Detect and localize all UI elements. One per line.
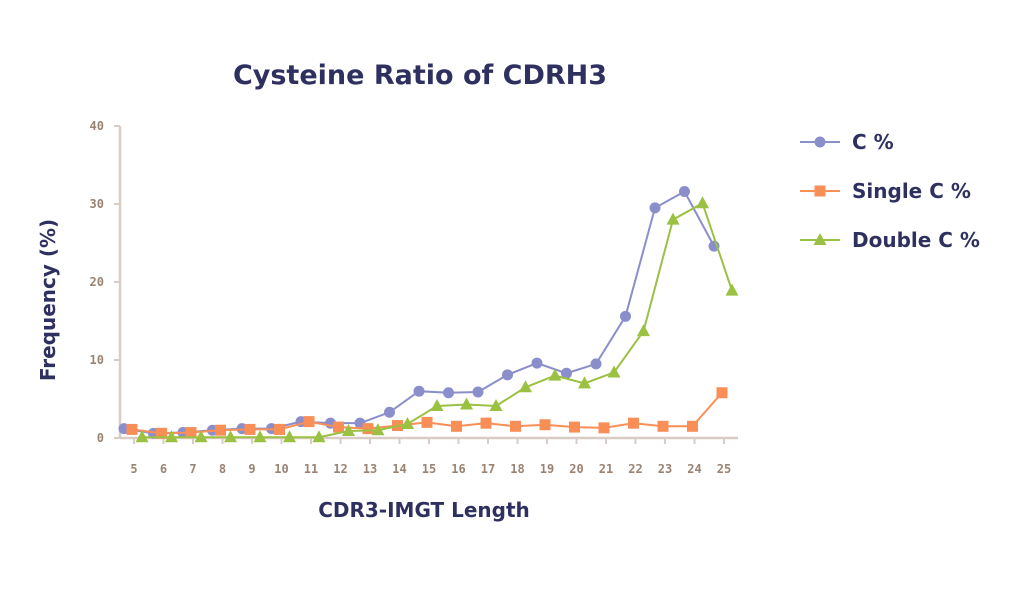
- data-point-triangle: [165, 430, 178, 443]
- legend-label: C %: [852, 130, 894, 154]
- data-point-square: [480, 417, 492, 429]
- data-point-square: [451, 420, 462, 432]
- y-tick-label: 40: [90, 119, 104, 133]
- x-tick-label: 19: [540, 462, 554, 476]
- data-point-square: [510, 420, 521, 432]
- y-tick-label: 20: [90, 275, 104, 289]
- data-point-square: [215, 424, 226, 436]
- data-point-circle: [384, 406, 395, 418]
- data-point-square: [156, 427, 167, 439]
- data-point-triangle: [519, 380, 532, 393]
- x-tick-label: 10: [274, 462, 288, 476]
- x-tick-label: 8: [219, 462, 226, 476]
- chart-title: Cysteine Ratio of CDRH3: [233, 60, 607, 91]
- x-tick-label: 7: [189, 462, 196, 476]
- data-point-square: [126, 423, 138, 435]
- x-tick-label: 23: [658, 462, 672, 476]
- data-point-triangle: [312, 430, 326, 443]
- legend-label: Double C %: [852, 228, 980, 252]
- data-point-circle: [502, 369, 513, 381]
- x-tick-label: 18: [510, 462, 524, 476]
- data-point-circle: [472, 386, 484, 398]
- data-point-triangle: [607, 365, 621, 378]
- x-tick-label: 22: [628, 462, 642, 476]
- data-point-square: [244, 423, 256, 435]
- data-point-circle: [620, 310, 631, 322]
- y-axis-title: Frequency (%): [36, 219, 60, 381]
- legend-item: Double C %: [800, 228, 980, 252]
- x-tick-label: 13: [363, 462, 377, 476]
- data-point-triangle: [135, 430, 149, 443]
- data-point-circle: [413, 385, 425, 397]
- legend-item: Single C %: [800, 179, 971, 203]
- data-point-circle: [590, 358, 602, 370]
- x-tick-label: 5: [130, 462, 137, 476]
- x-tick-label: 6: [160, 462, 167, 476]
- data-point-triangle: [253, 430, 267, 443]
- data-point-triangle: [224, 430, 237, 443]
- data-point-square: [421, 416, 433, 428]
- x-tick-label: 25: [717, 462, 731, 476]
- x-axis-title: CDR3-IMGT Length: [318, 498, 530, 522]
- data-point-square: [598, 422, 610, 434]
- data-point-circle: [561, 367, 572, 379]
- legend-label: Single C %: [852, 179, 971, 203]
- x-tick-label: 21: [599, 462, 613, 476]
- x-tick-label: 12: [333, 462, 347, 476]
- data-point-circle: [531, 357, 543, 369]
- data-point-square: [274, 423, 285, 435]
- data-point-triangle: [666, 212, 680, 225]
- x-tick-label: 20: [569, 462, 583, 476]
- data-point-square: [814, 185, 826, 197]
- x-tick-label: 14: [392, 462, 406, 476]
- x-tick-label: 16: [451, 462, 465, 476]
- x-tick-label: 15: [422, 462, 436, 476]
- data-point-square: [303, 416, 315, 428]
- data-point-circle: [649, 202, 661, 214]
- y-tick-label: 0: [97, 431, 104, 445]
- legend-item: C %: [800, 130, 894, 154]
- data-point-triangle: [371, 423, 385, 436]
- data-point-triangle: [489, 399, 503, 412]
- y-tick-label: 10: [90, 353, 104, 367]
- data-point-circle: [443, 387, 454, 399]
- data-point-triangle: [430, 399, 444, 412]
- data-point-triangle: [342, 423, 355, 436]
- x-tick-label: 17: [481, 462, 495, 476]
- x-tick-label: 9: [248, 462, 255, 476]
- data-point-circle: [679, 186, 690, 198]
- data-point-triangle: [813, 233, 827, 245]
- data-point-square: [539, 419, 551, 431]
- data-point-square: [569, 421, 580, 433]
- data-point-square: [185, 427, 197, 439]
- data-point-triangle: [696, 196, 709, 209]
- axes: 0 10 20 30 40 5 6 7 8 9 10 11 12 13 14 15 16 17 18 19 20 21 22…: [90, 119, 738, 476]
- series-layer: [118, 186, 739, 443]
- data-point-square: [657, 420, 669, 432]
- data-point-square: [716, 387, 728, 399]
- series-triangle: [135, 196, 739, 443]
- data-point-triangle: [401, 416, 414, 429]
- data-point-triangle: [725, 283, 739, 296]
- y-tick-label: 30: [90, 197, 104, 211]
- data-point-triangle: [283, 430, 296, 443]
- data-point-triangle: [637, 324, 650, 337]
- data-point-circle: [814, 136, 826, 148]
- data-point-square: [628, 417, 639, 429]
- data-point-triangle: [578, 376, 591, 389]
- series-circle: [118, 186, 720, 439]
- x-tick-label: 11: [304, 462, 318, 476]
- data-point-triangle: [194, 430, 208, 443]
- x-tick-label: 24: [687, 462, 701, 476]
- series-square: [126, 387, 728, 439]
- data-point-triangle: [460, 397, 473, 410]
- data-point-triangle: [548, 368, 562, 381]
- data-point-square: [687, 420, 698, 432]
- legend: C % Single C % Double C %: [800, 130, 980, 252]
- data-point-square: [333, 421, 344, 433]
- data-point-square: [362, 423, 374, 435]
